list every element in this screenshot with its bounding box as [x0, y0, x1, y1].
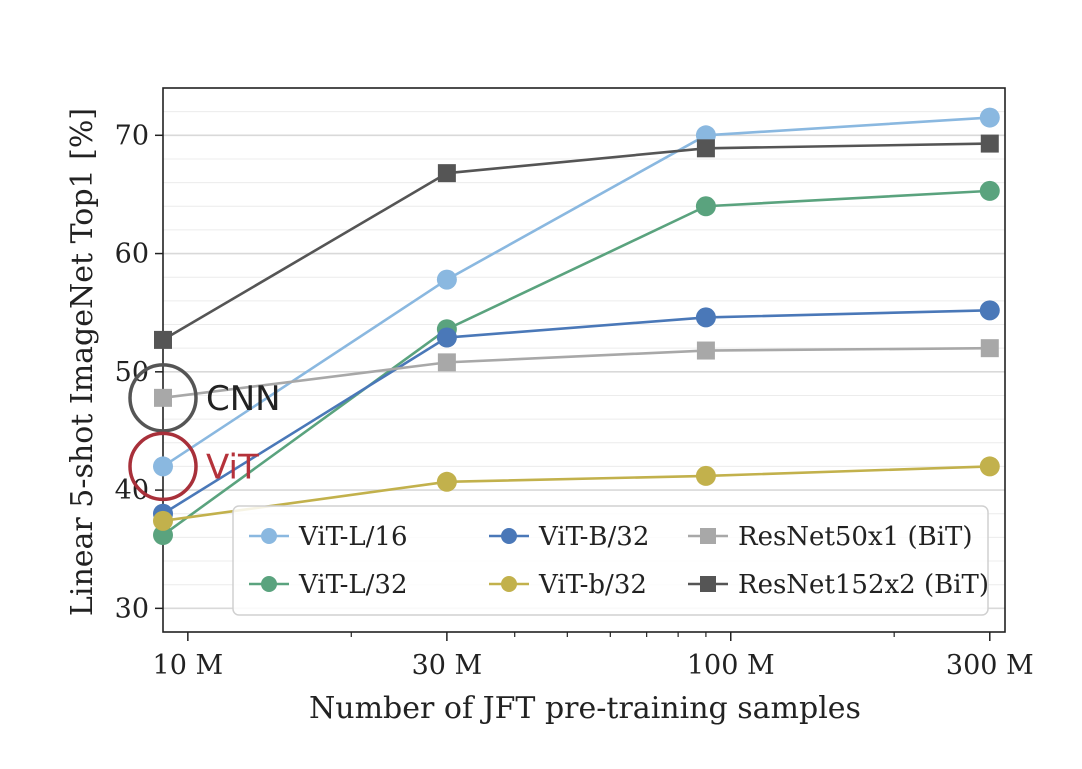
x-tick-label: 300 M [946, 650, 1034, 681]
y-tick-label: 60 [115, 239, 149, 270]
legend: ViT-L/16 ViT-B/32 ResNet50x1 (BiT) ViT-L/32… [232, 505, 989, 616]
legend-marker [501, 576, 517, 592]
legend-label: ViT-L/16 [298, 522, 408, 552]
data-point [979, 180, 1000, 201]
data-point [979, 107, 1000, 128]
legend-marker [261, 528, 277, 544]
annotation-circle [128, 431, 198, 502]
data-point [695, 196, 716, 217]
legend-marker [700, 528, 716, 544]
data-point [154, 388, 172, 407]
data-point [695, 465, 716, 486]
legend-label: ViT-b/32 [538, 570, 647, 600]
annotations: CNN ViT [128, 363, 281, 502]
data-point [437, 164, 456, 183]
data-point [979, 456, 1000, 477]
y-axis-title: Linear 5-shot ImageNet Top1 [%] [65, 108, 100, 616]
data-point [980, 339, 999, 358]
series-line [162, 465, 990, 523]
legend-label: ViT-L/32 [298, 570, 408, 600]
annotation-circle [128, 363, 198, 433]
series-line [162, 189, 990, 537]
data-point [696, 341, 715, 360]
annotation-label: ViT [206, 447, 259, 487]
x-tick-label: 10 M [153, 650, 224, 681]
legend-label: ResNet50x1 (BiT) [738, 522, 973, 552]
data-point [154, 330, 172, 349]
series-line [162, 116, 990, 468]
series-line [162, 346, 990, 400]
y-tick-label: 30 [115, 593, 149, 624]
data-point [436, 327, 457, 348]
series-lines [153, 107, 1000, 546]
legend-marker [700, 576, 716, 592]
data-point [695, 307, 716, 328]
legend-label: ResNet152x2 (BiT) [738, 570, 989, 600]
y-tick-label: 70 [115, 120, 149, 151]
legend-box [232, 505, 989, 616]
x-axis-title: Number of JFT pre-training samples [309, 691, 861, 726]
annotation-label: CNN [206, 379, 281, 419]
x-tick-label: 100 M [687, 650, 775, 681]
data-point [436, 471, 457, 492]
data-point [153, 510, 173, 531]
series-line [162, 309, 990, 515]
series-line [162, 142, 990, 342]
data-point [153, 525, 173, 546]
legend-marker [261, 576, 277, 592]
data-point [437, 353, 456, 372]
plot-frame [162, 87, 1006, 633]
legend-label: ViT-B/32 [538, 522, 649, 552]
data-point [980, 134, 999, 153]
data-point [979, 300, 1000, 321]
data-point [436, 269, 457, 290]
x-tick-label: 30 M [412, 650, 483, 681]
data-point [696, 139, 715, 158]
data-point [153, 456, 173, 477]
legend-marker [501, 528, 517, 544]
